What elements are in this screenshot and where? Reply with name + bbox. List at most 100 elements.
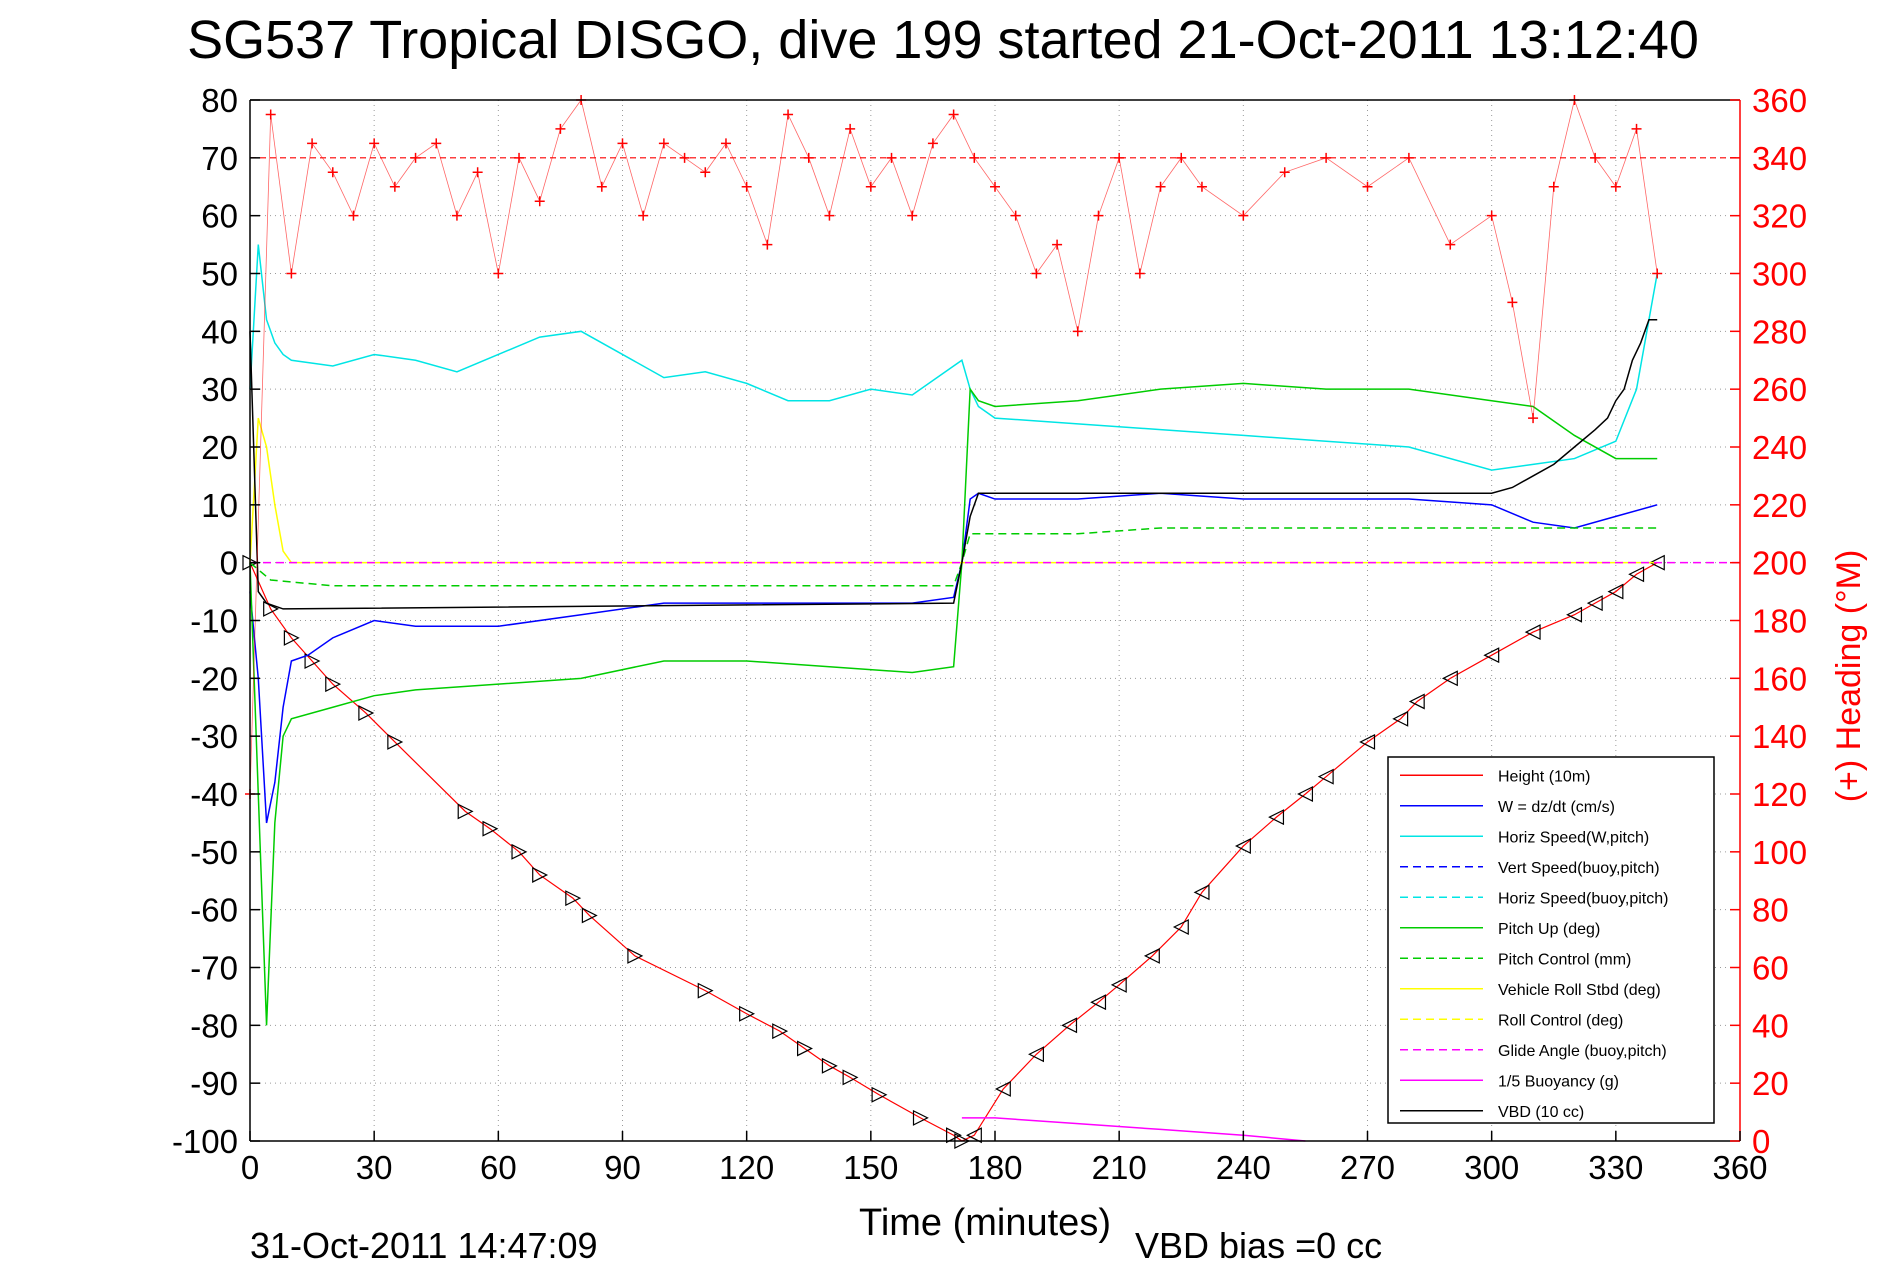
tick-label-right: 60 (1752, 950, 1789, 987)
tick-label-x: 30 (356, 1149, 393, 1186)
tick-label-left: 40 (201, 313, 238, 350)
tick-label-left: -100 (172, 1123, 238, 1160)
depth-marker (1648, 554, 1665, 571)
tick-label-x: 60 (480, 1149, 517, 1186)
tick-label-left: -50 (190, 834, 238, 871)
tick-label-left: -40 (190, 776, 238, 813)
series-pitch-control-mm (249, 527, 1658, 587)
legend-entry: Horiz Speed(W,pitch) (1498, 829, 1649, 846)
tick-label-right: 240 (1752, 429, 1807, 466)
depth-marker (1408, 693, 1425, 710)
legend-entry: Roll Control (deg) (1498, 1012, 1623, 1029)
tick-label-left: -20 (190, 660, 238, 697)
depth-marker (821, 1057, 838, 1074)
legend-entry: Pitch Control (mm) (1498, 951, 1631, 968)
tick-label-right: 220 (1752, 487, 1807, 524)
tick-label-left: 80 (201, 82, 238, 119)
tick-label-right: 320 (1752, 198, 1807, 235)
tick-label-right: 300 (1752, 256, 1807, 293)
series-pitch-up-deg (249, 382, 1658, 1026)
depth-marker (1090, 994, 1107, 1011)
footer-vbd-bias: VBD bias =0 cc (1135, 1225, 1382, 1262)
depth-marker (387, 733, 404, 750)
depth-marker (511, 843, 528, 860)
depth-marker (965, 1127, 982, 1144)
legend-box (1387, 756, 1715, 1124)
tick-label-left: -30 (190, 718, 238, 755)
tick-label-x: 300 (1464, 1149, 1519, 1186)
legend-entry: Height (10m) (1498, 768, 1590, 785)
legend-entry: 1/5 Buoyancy (g) (1498, 1073, 1619, 1090)
legend-entry: W = dz/dt (cm/s) (1498, 799, 1615, 816)
footer-date: 31-Oct-2011 14:47:09 (250, 1225, 598, 1262)
tick-label-x: 210 (1092, 1149, 1147, 1186)
legend-entry: VBD (10 cc) (1498, 1104, 1584, 1121)
depth-marker (1441, 670, 1458, 687)
depth-marker (1143, 947, 1160, 964)
x-axis-label: Time (minutes) (859, 1202, 1111, 1244)
legend-entry: Pitch Up (deg) (1498, 921, 1600, 938)
legend-entry: Vert Speed(buoy,pitch) (1498, 860, 1660, 877)
tick-label-right: 340 (1752, 140, 1807, 177)
depth-marker (1586, 595, 1603, 612)
depth-marker (871, 1086, 888, 1103)
tick-label-left: -60 (190, 892, 238, 929)
depth-marker (1317, 768, 1334, 785)
legend-entry: Glide Angle (buoy,pitch) (1498, 1043, 1667, 1060)
tick-label-x: 240 (1216, 1149, 1271, 1186)
tick-label-left: -80 (190, 1007, 238, 1044)
depth-marker (912, 1109, 929, 1126)
tick-label-x: 120 (719, 1149, 774, 1186)
depth-marker (581, 907, 598, 924)
depth-marker (1268, 809, 1285, 826)
tick-label-left: 70 (201, 140, 238, 177)
tick-label-left: -10 (190, 603, 238, 640)
depth-marker (1359, 733, 1376, 750)
tick-label-x: 360 (1712, 1149, 1767, 1186)
depth-marker (482, 820, 499, 837)
depth-marker (1524, 624, 1541, 641)
tick-label-left: -90 (190, 1065, 238, 1102)
depth-marker (1172, 919, 1189, 935)
depth-marker (1392, 710, 1409, 727)
tick-label-right: 180 (1752, 603, 1807, 640)
depth-marker (739, 1005, 756, 1022)
depth-marker (946, 1127, 962, 1144)
legend: Height (10m) W = dz/dt (cm/s) Horiz Speed(… (1387, 756, 1715, 1124)
y-axis-label-right: (+) Heading (°M) (1830, 550, 1868, 803)
tick-label-right: 0 (1752, 1123, 1770, 1160)
depth-marker (304, 653, 321, 669)
depth-marker (994, 1080, 1011, 1097)
tick-label-right: 140 (1752, 718, 1807, 755)
series-vehicle-roll-stbd-deg (249, 417, 1658, 564)
depth-marker (1297, 786, 1314, 802)
heading-line (249, 98, 1658, 795)
tick-label-left: 0 (220, 545, 238, 582)
depth-marker (772, 1023, 789, 1040)
depth-marker (532, 866, 549, 883)
series-1-5-buoyancy-g (961, 1117, 1306, 1142)
depth-marker (627, 947, 644, 964)
depth-marker (325, 676, 342, 693)
depth-marker (1110, 976, 1127, 993)
depth-marker (1234, 838, 1251, 855)
tick-label-left: 50 (201, 256, 238, 293)
tick-label-left: 10 (201, 487, 238, 524)
tick-label-left: -70 (190, 950, 238, 987)
axes: -100-90-80-70-60-50-40-30-20-10010203040… (172, 82, 1807, 1186)
legend-entry: Vehicle Roll Stbd (deg) (1498, 982, 1661, 999)
depth-marker (1566, 606, 1583, 623)
depth-marker (697, 982, 714, 999)
tick-label-right: 160 (1752, 660, 1807, 697)
depth-marker (1628, 566, 1645, 583)
tick-label-right: 80 (1752, 892, 1789, 929)
tick-label-x: 330 (1588, 1149, 1643, 1186)
series-vbd-10-cc (249, 319, 1658, 610)
series-heading (245, 95, 1663, 799)
depth-marker (842, 1069, 859, 1086)
tick-label-right: 100 (1752, 834, 1807, 871)
tick-label-x: 0 (241, 1149, 259, 1186)
depth-marker (1028, 1046, 1044, 1063)
tick-label-left: 60 (201, 198, 238, 235)
